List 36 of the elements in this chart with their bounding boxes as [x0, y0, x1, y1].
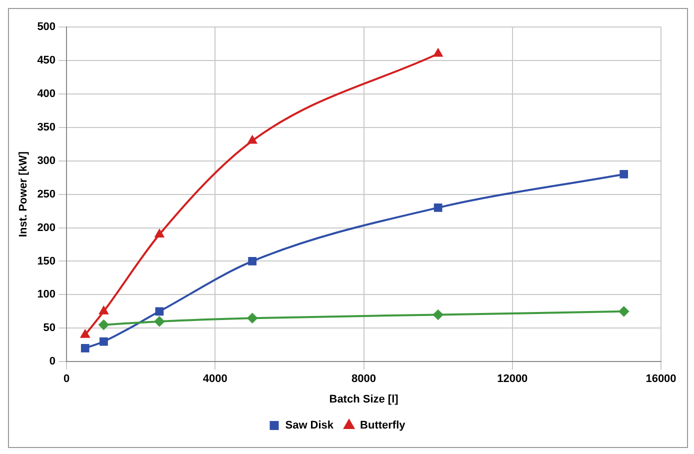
x-tick-label: 12000 — [497, 373, 528, 386]
y-tick-label: 150 — [37, 255, 56, 268]
point — [433, 310, 444, 320]
legend-label: Saw Disk — [285, 420, 334, 432]
y-tick-label: 100 — [37, 288, 56, 301]
y-tick-label: 50 — [43, 322, 56, 334]
y-tick-label: 500 — [37, 21, 56, 34]
point — [154, 229, 164, 238]
x-tick-label: 4000 — [202, 373, 228, 386]
x-axis-title: Batch Size [l] — [329, 393, 399, 406]
y-tick-label: 250 — [37, 188, 56, 200]
point — [98, 320, 109, 330]
x-tick-label: 8000 — [352, 373, 376, 386]
point — [434, 204, 442, 212]
point — [155, 307, 164, 316]
y-tick-label: 400 — [37, 88, 56, 100]
x-tick-label: 0 — [63, 373, 70, 386]
point — [248, 136, 257, 144]
point — [248, 257, 256, 266]
point — [154, 316, 164, 326]
point — [618, 306, 629, 316]
point — [247, 313, 258, 324]
y-tick-label: 0 — [49, 356, 56, 368]
y-axis-title: Inst. Power [kW] — [18, 151, 30, 238]
point — [80, 330, 90, 338]
point — [99, 306, 108, 314]
point — [620, 170, 628, 178]
y-tick-label: 350 — [37, 121, 56, 134]
point — [100, 337, 108, 346]
point — [80, 344, 90, 352]
y-tick-label: 200 — [37, 222, 56, 234]
x-tick-label: 16000 — [646, 373, 676, 386]
point — [434, 48, 443, 57]
y-tick-label: 300 — [37, 154, 56, 167]
legend-label: Butterfly — [360, 420, 406, 432]
y-tick-label: 450 — [37, 54, 56, 66]
